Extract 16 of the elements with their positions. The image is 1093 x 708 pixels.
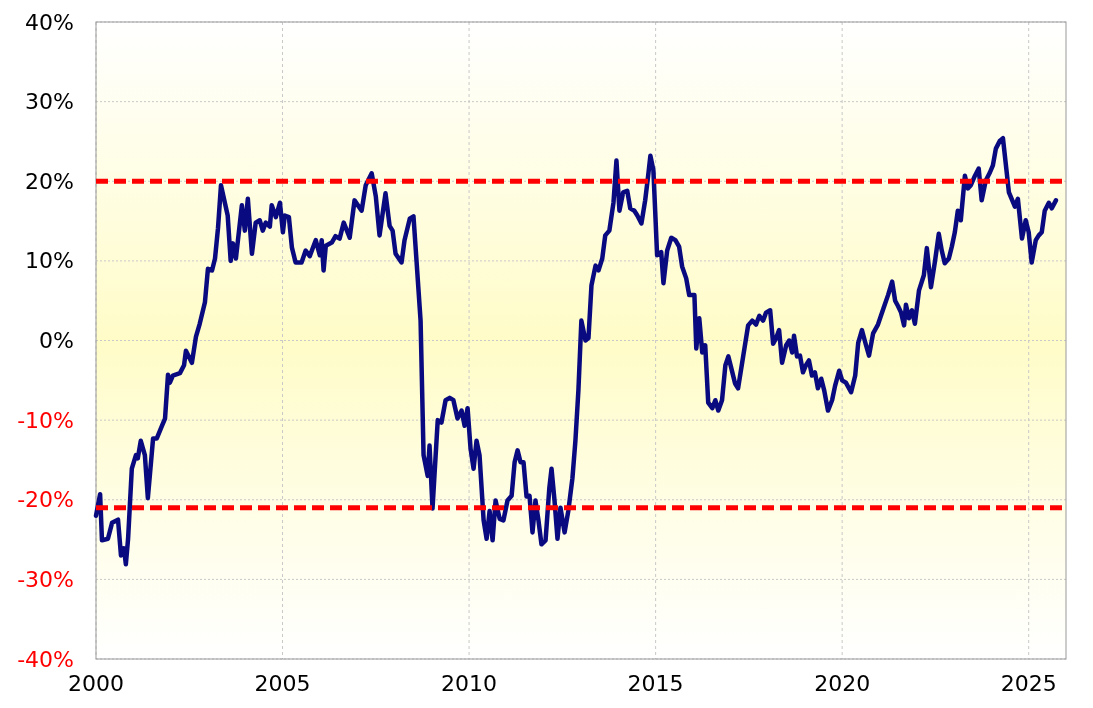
y-tick-label: 20%	[25, 168, 74, 194]
y-tick-label: 40%	[25, 9, 74, 35]
y-tick-label: -40%	[17, 646, 74, 672]
y-tick-label: -10%	[17, 407, 74, 433]
x-tick-label: 2025	[1000, 671, 1057, 696]
y-tick-label: 0%	[39, 328, 74, 353]
x-tick-label: 2005	[254, 671, 311, 696]
x-tick-label: 2010	[441, 671, 498, 696]
y-tick-label: -20%	[17, 487, 74, 513]
x-tick-label: 2000	[68, 671, 124, 696]
x-tick-label: 2015	[627, 671, 684, 696]
y-tick-label: 10%	[25, 248, 74, 274]
x-tick-label: 2020	[814, 671, 871, 696]
line-series	[93, 136, 1059, 567]
y-tick-label: 30%	[25, 89, 74, 115]
y-tick-label: -30%	[17, 566, 74, 592]
